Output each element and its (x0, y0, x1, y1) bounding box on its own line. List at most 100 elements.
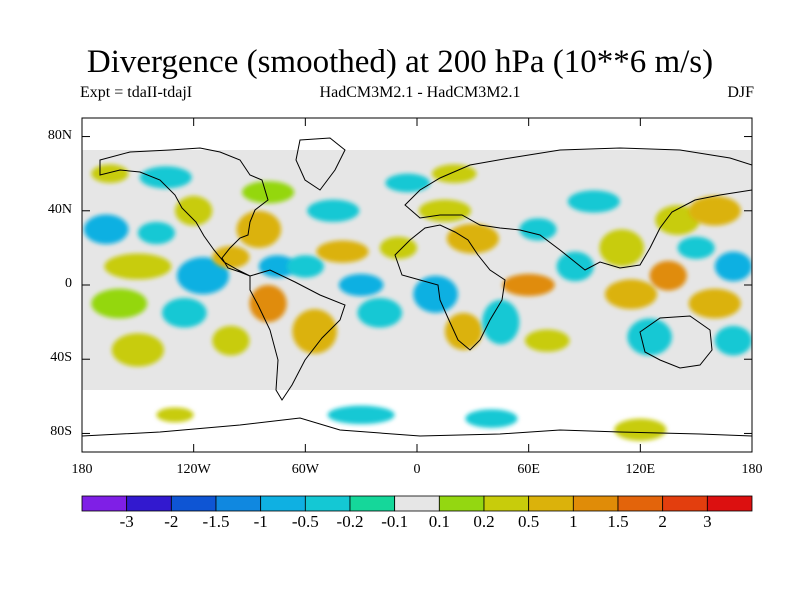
colorbar-level-label: 2 (658, 512, 667, 531)
colorbar-swatch (617, 495, 664, 512)
field-blob (677, 236, 715, 260)
y-tick-label: 80S (50, 424, 72, 440)
colorbar-level-label: 1 (569, 512, 578, 531)
colorbar-swatch (483, 495, 530, 512)
field-blob (357, 297, 403, 328)
colorbar-level-label: -0.1 (381, 512, 409, 531)
colorbar-level-label: 3 (703, 512, 712, 531)
field-blob (444, 312, 483, 350)
colorbar-level-label: -1 (253, 512, 268, 531)
field-blob (249, 285, 287, 323)
colorbar-swatch (304, 495, 351, 512)
x-tick-label: 60E (517, 462, 540, 477)
field-blob (91, 288, 148, 319)
colorbar-swatch (170, 495, 217, 512)
field-blob (91, 164, 129, 183)
field-blobs (83, 164, 752, 441)
colorbar-level-label: -0.5 (291, 512, 319, 531)
field-blob (688, 288, 741, 319)
field-blob (139, 166, 192, 189)
model-label: HadCM3M2.1 - HadCM3M2.1 (319, 84, 521, 101)
field-blob (236, 210, 282, 248)
colorbar-swatch (438, 495, 485, 512)
field-blob (446, 223, 499, 254)
colorbar-swatch (528, 495, 574, 512)
field-blob (519, 218, 557, 241)
colorbar-level-label: -0.2 (336, 512, 364, 531)
colorbar-swatch (706, 495, 753, 512)
axis-ticks (81, 118, 753, 452)
colorbar-level-label: 0.1 (428, 512, 450, 531)
map-title: Divergence (smoothed) at 200 hPa (10**6 … (86, 44, 714, 80)
colorbar-swatch (81, 495, 128, 512)
field-blob (627, 318, 672, 356)
field-blob (655, 205, 700, 235)
y-tick-label: 80N (47, 127, 72, 143)
coast-north-america (99, 147, 269, 277)
x-tick-label: 120W (176, 462, 211, 477)
field-blob (614, 418, 667, 441)
x-tick-label: 0 (413, 462, 421, 477)
colorbar-level-label: -2 (164, 512, 179, 531)
field-blob (482, 299, 520, 345)
field-blob (316, 240, 369, 263)
coast-eurasia (404, 147, 752, 271)
field-blob (649, 260, 687, 291)
x-tick-label: 180 (71, 462, 93, 477)
colorbar-level-label: 0.2 (473, 512, 495, 531)
field-blob (465, 409, 518, 428)
field-blob (242, 181, 295, 204)
coast-africa-europe (394, 224, 506, 351)
field-blob (83, 214, 129, 245)
experiment-label: Expt = tdaII-tdajI (80, 84, 193, 101)
y-tick-label: 0 (65, 276, 72, 291)
colorbar-swatch (126, 495, 172, 512)
colorbar-swatch (349, 495, 396, 512)
field-blob (385, 173, 431, 193)
field-blob (327, 405, 395, 425)
x-tick-label: 60W (291, 462, 319, 477)
colorbar-level-label: -1.5 (202, 512, 230, 531)
colorbar-swatch (394, 495, 440, 512)
y-tick-label: 40S (50, 350, 72, 366)
field-blob (212, 325, 250, 356)
coast-australia (639, 315, 713, 369)
field-blob (212, 246, 250, 269)
colorbar-swatch (662, 495, 708, 512)
field-blob (599, 229, 645, 267)
field-blob (379, 236, 417, 260)
field-blob (104, 253, 172, 280)
field-blob (604, 279, 658, 310)
field-blob (413, 275, 458, 313)
colorbar-level-label: -3 (119, 512, 134, 531)
y-tick-label: 40N (47, 201, 72, 217)
field-blob (556, 251, 594, 282)
field-blob (502, 273, 555, 297)
season-label: DJF (727, 84, 754, 101)
colorbar-swatch (572, 495, 619, 512)
coastlines (82, 137, 752, 437)
field-blob (688, 195, 741, 226)
coast-greenland (295, 137, 346, 191)
field-blob (176, 257, 230, 295)
field-blob (418, 199, 471, 222)
field-blob (714, 251, 752, 282)
colorbar-level-label: 1.5 (607, 512, 629, 531)
colorbar (81, 495, 753, 512)
field-blob (524, 329, 570, 352)
colorbar-swatch (215, 495, 262, 512)
field-blob (567, 190, 620, 213)
field-blob (162, 297, 207, 328)
colorbar-level-label: 0.5 (518, 512, 540, 531)
field-blob (111, 333, 164, 367)
field-blob (307, 199, 360, 222)
field-blob (137, 221, 176, 245)
colorbar-swatch (260, 495, 306, 512)
field-blob (338, 273, 384, 297)
field-blob (258, 255, 297, 278)
field-blob (714, 325, 752, 356)
field-blob (286, 255, 324, 278)
x-tick-label: 120E (625, 462, 656, 477)
coast-south-america (249, 269, 346, 401)
